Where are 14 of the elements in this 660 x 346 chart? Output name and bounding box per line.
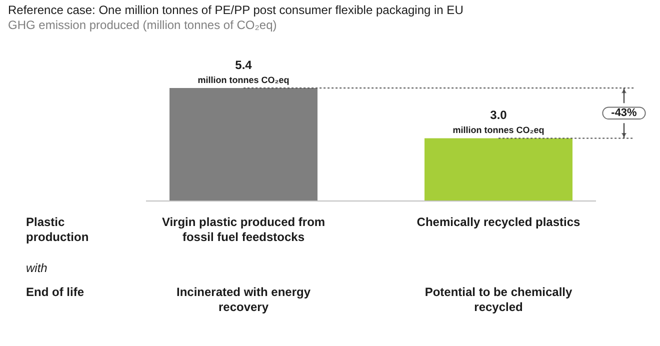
chart-subtitle: GHG emission produced (million tonnes of CO₂eq) [8,18,277,32]
text: Potential to be chemically recycled [424,285,573,314]
annotation: million tonnes CO₂eq [452,125,544,136]
data-label: 3.0 [490,108,508,122]
text: with [26,261,48,275]
text: End of life [26,285,84,299]
annotation: -43% [611,107,638,120]
x-tick-label: Chemically recycled plastics [416,215,581,229]
chart-title: Reference case: One million tonnes of PE/PP post consumer flexible packaging in EU [8,3,464,17]
text: Plastic production [26,215,89,244]
data-label: 5.4 [235,58,252,72]
text: Incinerated with energy recovery [176,285,311,314]
annotation: million tonnes CO₂eq [198,75,290,85]
x-tick-label: Virgin plastic produced from fossil fuel feedstocks [162,215,326,244]
